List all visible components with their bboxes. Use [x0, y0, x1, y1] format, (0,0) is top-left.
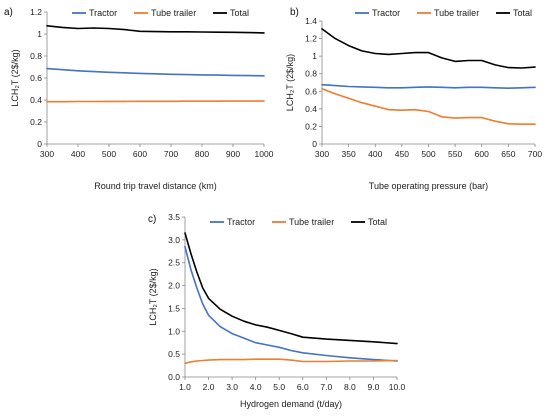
- x-tick-label: 3.0: [226, 382, 238, 392]
- x-axis-label: Round trip travel distance (km): [94, 181, 217, 191]
- y-tick-label: 0.4: [305, 104, 317, 114]
- x-tick-label: 10.0: [389, 382, 406, 392]
- y-tick-label: 1.2: [305, 34, 317, 44]
- legend-entry: Total: [230, 8, 249, 18]
- x-tick-label: 550: [448, 149, 462, 159]
- x-tick-label: 800: [195, 149, 209, 159]
- series-line-tractor: [46, 67, 265, 77]
- x-tick-label: 5.0: [273, 382, 285, 392]
- y-tick-label: 1.5: [168, 303, 180, 313]
- x-tick-label: 2.0: [203, 382, 215, 392]
- legend-entry: Tube trailer: [289, 217, 334, 227]
- series-line-total: [321, 28, 536, 69]
- x-tick-label: 450: [395, 149, 409, 159]
- y-tick-label: 0.8: [30, 51, 42, 61]
- y-tick-label: 2.0: [168, 281, 180, 291]
- legend-entry: Tube trailer: [151, 8, 196, 18]
- y-tick-label: 0.2: [305, 121, 317, 131]
- x-tick-label: 4.0: [250, 382, 262, 392]
- y-axis-label: LCH₂T (2$/kg): [285, 54, 295, 111]
- chart-panel-1: 0 0.2 0.4 0.6 0.8 1 1.2 300 400 500 600 700 800 900 10…: [4, 7, 274, 191]
- legend-entry: Tractor: [227, 217, 255, 227]
- x-tick-label: 700: [164, 149, 178, 159]
- x-tick-label: 400: [71, 149, 85, 159]
- x-tick-label: 700: [528, 149, 542, 159]
- x-tick-label: 600: [475, 149, 489, 159]
- x-tick-label: 600: [133, 149, 147, 159]
- y-tick-label: 3.0: [168, 235, 180, 245]
- series-line-tractor: [184, 245, 398, 362]
- legend-entry: Total: [368, 217, 387, 227]
- series-line-tube-trailer: [184, 358, 398, 365]
- y-tick-label: 0.0: [168, 372, 180, 382]
- x-tick-label: 6.0: [297, 382, 309, 392]
- x-tick-label: 500: [102, 149, 116, 159]
- series-line-tube-trailer: [321, 87, 536, 125]
- y-tick-label: 0.2: [30, 117, 42, 127]
- x-tick-label: 9.0: [368, 382, 380, 392]
- x-axis-label: Tube operating pressure (bar): [369, 181, 488, 191]
- legend-entry: Tractor: [89, 8, 117, 18]
- x-tick-label: 7.0: [320, 382, 332, 392]
- legend: Tractor Tube trailer Total: [355, 8, 532, 18]
- y-tick-label: 1.2: [30, 7, 42, 17]
- y-tick-label: 3.5: [168, 212, 180, 222]
- series-line-total: [46, 25, 265, 34]
- y-axis-label: LCH₂T (2$/kg): [10, 49, 20, 106]
- y-tick-label: 0: [37, 139, 42, 149]
- x-tick-label: 350: [342, 149, 356, 159]
- y-tick-label: 1.4: [305, 16, 317, 26]
- y-tick-label: 0.6: [305, 86, 317, 96]
- chart-panel-2: 0 0.2 0.4 0.6 0.8 1 1.2 1.4 300 350 400 450 500 550 60…: [285, 7, 542, 191]
- series-line-total: [184, 232, 398, 345]
- x-tick-label: 900: [226, 149, 240, 159]
- panel-label: b): [290, 7, 299, 18]
- y-tick-label: 0: [312, 139, 317, 149]
- legend-entry: Tractor: [372, 8, 400, 18]
- series-line-tractor: [321, 83, 536, 89]
- legend: Tractor Tube trailer Total: [210, 217, 387, 227]
- y-tick-label: 1.0: [168, 326, 180, 336]
- x-tick-label: 650: [501, 149, 515, 159]
- y-tick-label: 0.5: [168, 349, 180, 359]
- y-tick-label: 0.6: [30, 73, 42, 83]
- y-tick-label: 2.5: [168, 258, 180, 268]
- panel-label: c): [148, 214, 156, 225]
- x-tick-label: 300: [315, 149, 329, 159]
- y-tick-label: 1: [312, 51, 317, 61]
- panel-label: a): [4, 7, 13, 18]
- series-line-tube-trailer: [46, 100, 265, 103]
- legend-entry: Tube trailer: [434, 8, 479, 18]
- x-tick-label: 8.0: [344, 382, 356, 392]
- y-axis-label: LCH₂T (2$/kg): [148, 268, 158, 325]
- x-tick-label: 300: [40, 149, 54, 159]
- y-tick-label: 1: [37, 29, 42, 39]
- x-axis-label: Hydrogen demand (t/day): [240, 399, 342, 409]
- y-tick-label: 0.4: [30, 95, 42, 105]
- x-tick-label: 1000: [255, 149, 274, 159]
- legend-entry: Total: [513, 8, 532, 18]
- x-tick-label: 400: [368, 149, 382, 159]
- y-tick-label: 0.8: [305, 69, 317, 79]
- x-tick-label: 1.0: [179, 382, 191, 392]
- legend: Tractor Tube trailer Total: [72, 8, 249, 18]
- chart-panel-3: 0.0 0.5 1.0 1.5 2.0 2.5 3.0 3.5 1.0 2.0 3.0 4.0 5.0 6…: [148, 212, 406, 409]
- x-tick-label: 500: [421, 149, 435, 159]
